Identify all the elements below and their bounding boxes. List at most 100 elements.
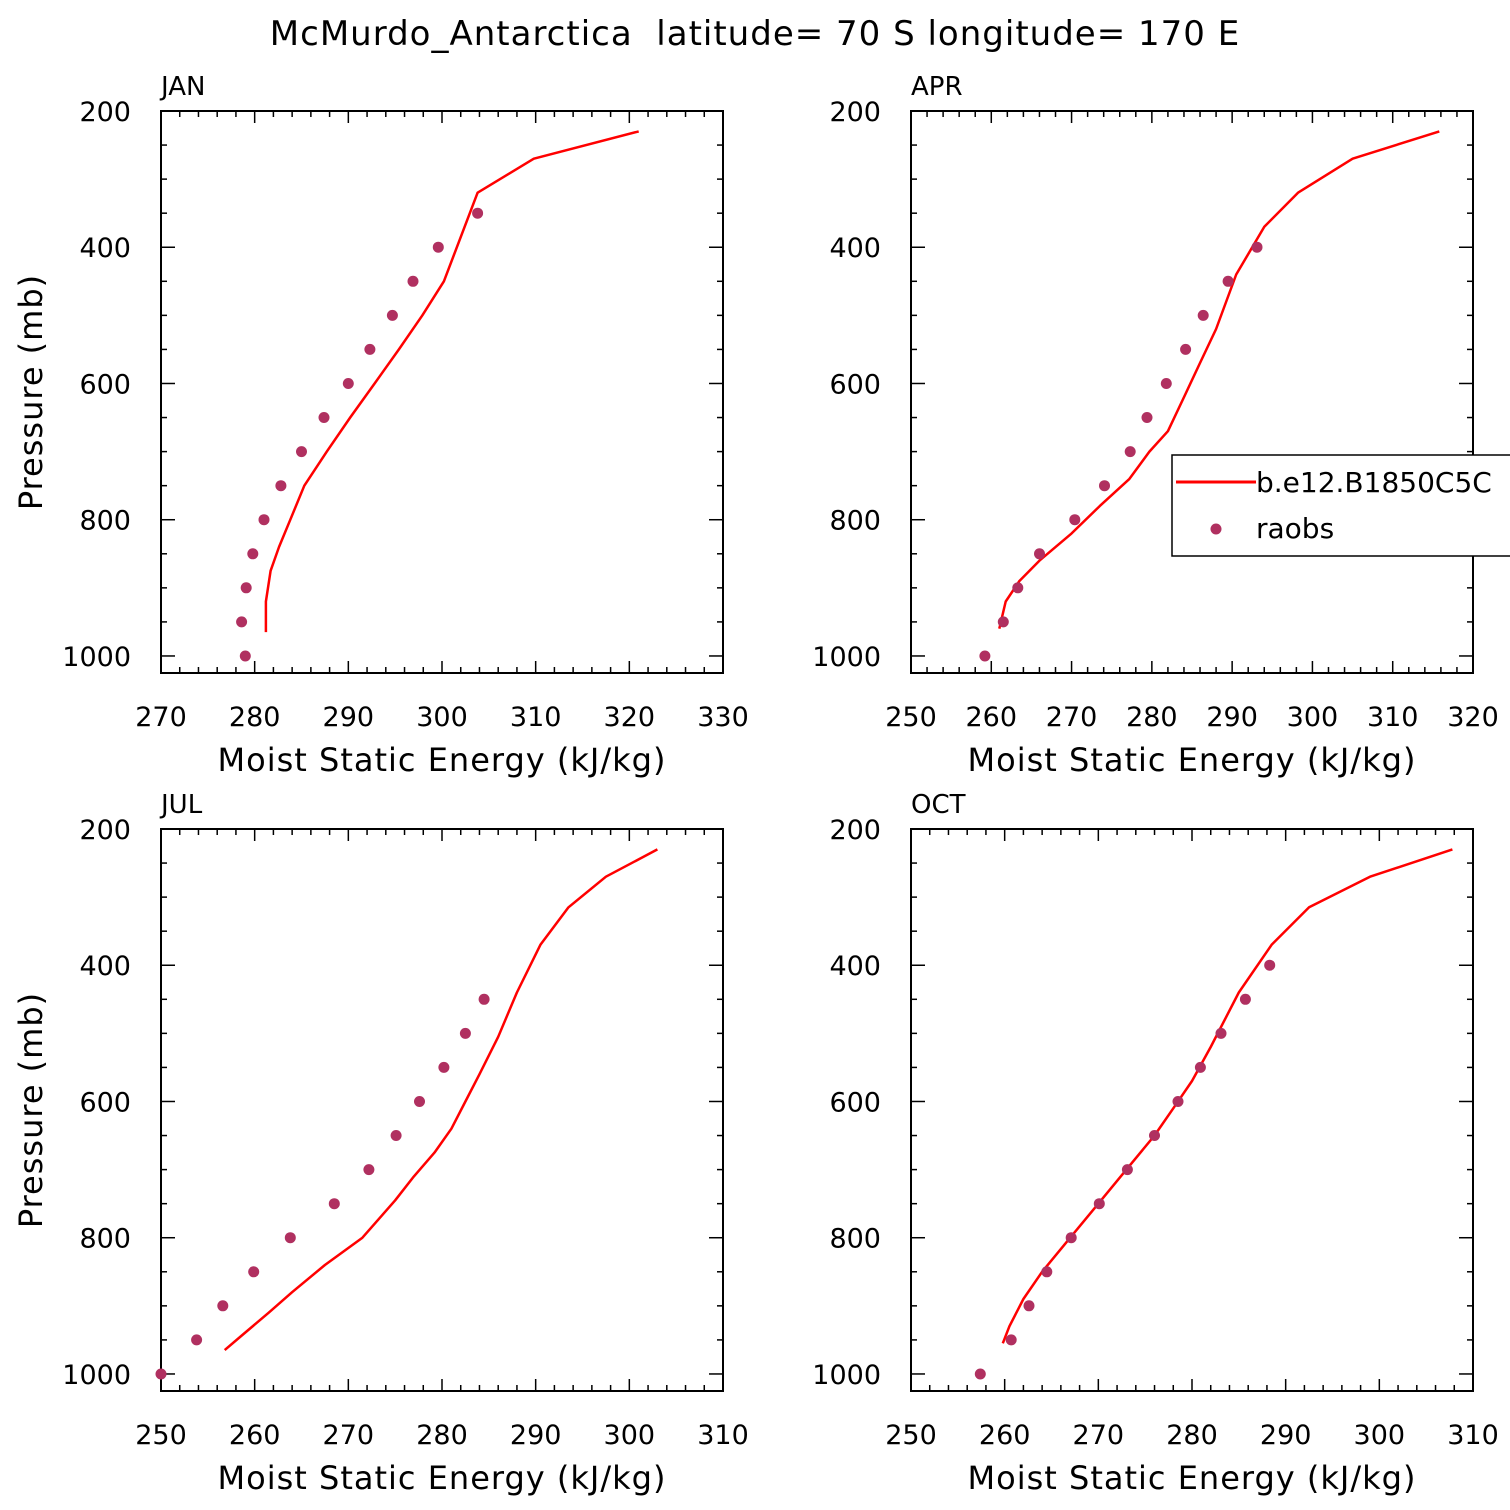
y-tick-label-jan: 200 [79,97,131,128]
raobs-point-oct [1239,993,1251,1005]
x-tick-label-jul: 310 [697,1420,749,1451]
y-tick-label-jul: 800 [79,1224,131,1255]
plot-frame-apr [910,110,1474,674]
legend-box [1171,454,1510,557]
y-tick-label-jan: 1000 [62,642,131,673]
x-tick-label-jan: 320 [604,702,656,733]
raobs-point-apr [1180,343,1192,355]
y-tick-label-apr: 800 [829,506,881,537]
raobs-point-apr [1012,582,1024,594]
x-tick-label-jan: 310 [510,702,562,733]
raobs-point-oct [1215,1027,1227,1039]
raobs-point-jan [258,514,270,526]
y-tick-label-apr: 200 [829,97,881,128]
raobs-point-jul [328,1198,340,1210]
panel-title-jul: JUL [159,790,203,820]
raobs-point-jan [275,480,287,492]
x-axis-label-apr: Moist Static Energy (kJ/kg) [968,741,1417,779]
y-tick-label-apr: 600 [829,369,881,400]
raobs-point-apr [979,650,991,662]
y-tick-label-oct: 800 [829,1224,881,1255]
x-tick-label-jul: 290 [510,1420,562,1451]
x-tick-label-jan: 330 [697,702,749,733]
y-tick-label-jul: 1000 [62,1360,131,1391]
raobs-point-oct [1194,1061,1206,1073]
panels-group: 270 280 290 300 310 320 330 200 400 600 800 1000 JAN… [12,72,1499,1497]
x-tick-label-oct: 300 [1354,1420,1406,1451]
x-tick-label-apr: 250 [885,702,937,733]
x-tick-label-oct: 280 [1166,1420,1218,1451]
x-tick-label-apr: 320 [1447,702,1499,733]
raobs-point-jan [472,207,484,219]
raobs-point-jul [459,1027,471,1039]
x-tick-label-oct: 250 [885,1420,937,1451]
model-profile-line-oct [1001,848,1453,1344]
legend-marker-swatch [1210,523,1222,535]
raobs-point-oct [1149,1130,1160,1141]
raobs-point-oct [1023,1300,1035,1312]
model-profile-line-apr [998,130,1440,629]
panel-jul: 250 260 270 280 290 300 310 200 400 600 800 1000 JUL… [12,790,749,1497]
raobs-point-jan [432,241,444,253]
y-tick-label-jan: 400 [79,233,131,264]
raobs-point-jan [239,650,251,662]
raobs-point-jan [407,275,419,287]
x-tick-label-jul: 280 [416,1420,468,1451]
x-tick-label-jul: 260 [229,1420,281,1451]
raobs-point-jan [364,343,376,355]
raobs-point-jan [236,616,248,628]
plot-frame-oct [910,828,1474,1392]
y-tick-label-oct: 600 [829,1087,881,1118]
raobs-point-apr [1222,275,1234,287]
x-tick-label-jul: 250 [135,1420,187,1451]
raobs-point-jul [248,1266,260,1278]
figure-title: McMurdo_Antarctica latitude= 70 S longit… [270,14,1240,54]
x-tick-label-apr: 270 [1046,702,1098,733]
raobs-point-jul [363,1164,375,1176]
raobs-point-jul [438,1061,450,1073]
raobs-point-oct [1121,1164,1133,1176]
y-tick-label-jul: 400 [79,951,131,982]
raobs-point-oct [974,1368,986,1380]
raobs-point-apr [1197,309,1209,321]
raobs-point-apr [1099,480,1110,492]
x-tick-label-jul: 300 [604,1420,656,1451]
raobs-point-jul [155,1368,167,1380]
x-tick-label-jan: 300 [416,702,468,733]
raobs-point-apr [1124,446,1136,458]
model-profile-line-jan [264,130,640,633]
raobs-point-oct [1264,959,1276,971]
raobs-point-jan [386,309,398,321]
raobs-point-apr [997,616,1009,628]
panel-oct: 250 260 270 280 290 300 310 200 400 600 800 1000 OCT… [812,790,1498,1497]
raobs-point-jan [342,378,354,389]
y-tick-label-oct: 400 [829,951,881,982]
plot-frame-jul [160,828,724,1392]
y-tick-label-oct: 200 [829,815,881,846]
y-tick-label-jul: 600 [79,1087,131,1118]
x-tick-label-apr: 290 [1206,702,1258,733]
y-tick-label-apr: 400 [829,233,881,264]
x-axis-label-jul: Moist Static Energy (kJ/kg) [218,1459,667,1497]
x-tick-label-jan: 290 [323,702,375,733]
x-tick-label-apr: 260 [966,702,1018,733]
x-tick-label-oct: 260 [979,1420,1031,1451]
x-tick-label-apr: 310 [1367,702,1419,733]
y-axis-label-jan: Pressure (mb) [12,274,50,510]
x-tick-label-apr: 280 [1126,702,1178,733]
raobs-point-apr [1069,514,1081,526]
x-axis-label-oct: Moist Static Energy (kJ/kg) [968,1459,1417,1497]
raobs-point-jan [318,412,330,423]
x-tick-label-jan: 280 [229,702,281,733]
panel-jan: 270 280 290 300 310 320 330 200 400 600 800 1000 JAN… [12,72,749,779]
y-tick-label-jan: 600 [79,369,131,400]
raobs-point-jul [478,993,490,1005]
x-tick-label-jul: 270 [323,1420,375,1451]
raobs-point-jul [191,1334,203,1346]
x-tick-label-oct: 310 [1447,1420,1499,1451]
raobs-point-jul [284,1232,296,1244]
raobs-point-jan [296,446,307,458]
x-tick-label-apr: 300 [1287,702,1339,733]
x-tick-label-oct: 290 [1260,1420,1312,1451]
